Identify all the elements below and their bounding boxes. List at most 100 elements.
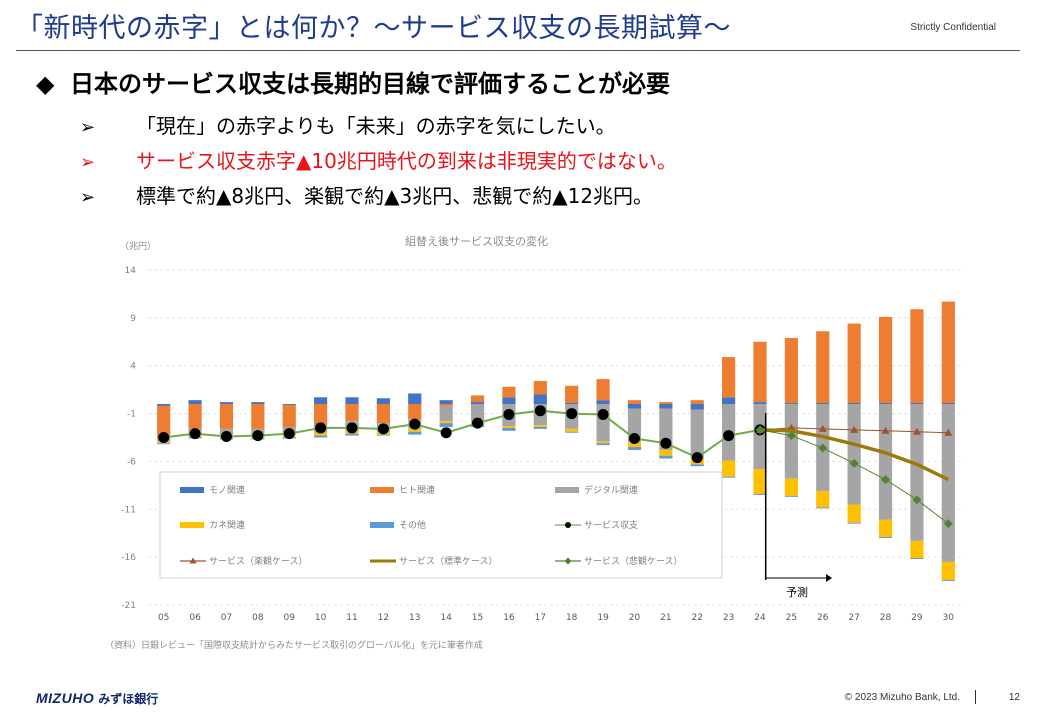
x-tick-label: 29: [911, 613, 923, 623]
data-point: [850, 425, 859, 433]
bar-segment: [502, 427, 516, 431]
y-tick-label: -1: [127, 410, 136, 420]
footer-divider: [975, 690, 976, 704]
legend-label: サービス（悲観ケース）: [584, 555, 683, 567]
bar-segment: [941, 404, 955, 562]
section-heading-text: 日本のサービス収支は長期的目線で評価することが必要: [70, 70, 670, 98]
x-tick-label: 06: [189, 613, 201, 623]
bullet-item-highlight: ➢ サービス収支赤字▲10兆円時代の到来は非現実的ではない。: [80, 145, 677, 174]
x-tick-label: 14: [440, 613, 452, 623]
legend-label: デジタル関連: [584, 484, 638, 496]
data-point: [472, 417, 484, 429]
x-tick-label: 26: [817, 613, 829, 623]
legend-marker: [564, 557, 572, 565]
x-tick-label: 07: [221, 613, 232, 623]
data-point: [597, 409, 609, 421]
bar-segment: [251, 404, 265, 429]
legend-label: モノ関連: [209, 484, 245, 496]
data-point: [628, 432, 640, 444]
data-point: [691, 452, 703, 464]
bar-segment: [533, 394, 547, 404]
bar-segment: [627, 442, 642, 448]
bar-segment: [408, 431, 422, 435]
bar-segment: [345, 404, 359, 422]
bar-segment: [847, 504, 861, 523]
bar-segment: [659, 404, 673, 409]
data-point: [566, 408, 578, 420]
y-axis-unit-label: （兆円）: [120, 241, 156, 252]
bar-segment: [941, 561, 955, 581]
data-point: [158, 432, 170, 443]
bar-segment: [847, 522, 861, 524]
bar-segment: [722, 460, 736, 477]
logo-wordmark: MIZUHO: [36, 690, 95, 706]
bar-segment: [784, 403, 798, 404]
bar-segment: [533, 381, 547, 395]
data-point: [818, 443, 828, 453]
x-tick-label: 20: [629, 613, 641, 623]
bar-segment: [784, 404, 798, 479]
source-note: （資料）日銀レビュー「国際収支統計からみたサービス取引のグローバル化」を元に筆者…: [105, 639, 483, 651]
data-point: [912, 427, 921, 435]
legend-swatch: [555, 487, 579, 493]
bullet-text: 「現在」の赤字よりも「未来」の赤字を気にしたい。: [136, 114, 616, 138]
bar-segment: [690, 404, 704, 410]
bar-segment: [627, 447, 642, 450]
x-tick-label: 16: [503, 613, 515, 623]
bullet-item: ➢ 標準で約▲8兆円、楽観で約▲3兆円、悲観で約▲12兆円。: [80, 180, 653, 209]
x-tick-label: 15: [472, 613, 483, 623]
chart-title: 組替え後サービス収支の変化: [405, 234, 548, 248]
data-point: [534, 405, 546, 417]
x-tick-label: 09: [284, 613, 296, 623]
series-line: [759, 428, 950, 482]
data-point: [786, 431, 796, 441]
legend-label: カネ関連: [209, 519, 245, 531]
bar-segment: [282, 404, 296, 405]
x-tick-label: 22: [692, 613, 703, 623]
x-tick-label: 13: [409, 613, 420, 623]
legend-marker: [189, 557, 197, 564]
x-tick-label: 12: [378, 613, 389, 623]
data-point: [912, 495, 922, 505]
forecast-label: 予測: [786, 585, 808, 599]
x-tick-label: 17: [535, 613, 546, 623]
bar-segment: [690, 409, 704, 458]
data-point: [346, 422, 358, 434]
bar-segment: [502, 426, 516, 428]
bar-segment: [251, 402, 265, 404]
legend-label: ヒト関連: [399, 484, 435, 496]
legend-label: サービス（楽観ケース）: [209, 555, 308, 567]
legend-swatch: [370, 487, 394, 493]
confidential-label: Strictly Confidential: [910, 22, 996, 33]
bar-segment: [753, 402, 767, 404]
page-number: 12: [1008, 692, 1020, 703]
bar-segment: [439, 405, 453, 422]
bar-segment: [784, 495, 798, 497]
data-point: [315, 422, 327, 434]
bar-segment: [753, 493, 767, 495]
bar-segment: [596, 443, 610, 446]
y-tick-label: 4: [130, 362, 136, 372]
x-tick-label: 25: [786, 613, 797, 623]
diamond-bullet-icon: ◆: [36, 70, 55, 98]
bar-segment: [753, 404, 767, 470]
bar-segment: [816, 507, 830, 509]
bar-segment: [157, 405, 171, 437]
bar-segment: [878, 316, 893, 404]
bar-segment: [345, 397, 359, 404]
copyright-text: © 2023 Mizuho Bank, Ltd.: [844, 692, 960, 703]
bar-segment: [219, 404, 234, 429]
bullet-text: 標準で約▲8兆円、楽観で約▲3兆円、悲観で約▲12兆円。: [136, 184, 654, 208]
bar-segment: [157, 404, 171, 406]
bullet-text: サービス収支赤字▲10兆円時代の到来は非現実的ではない。: [136, 149, 677, 173]
y-tick-label: 14: [125, 266, 137, 276]
bar-segment: [627, 408, 642, 443]
bar-segment: [188, 404, 202, 429]
data-point: [818, 424, 827, 432]
bar-segment: [690, 400, 704, 404]
x-tick-label: 30: [943, 613, 955, 623]
legend-box: [159, 471, 723, 579]
bar-segment: [816, 331, 830, 404]
x-tick-label: 24: [754, 613, 766, 623]
page-title: 「新時代の赤字」とは何か？〜サービス収支の長期試算〜: [16, 13, 731, 44]
